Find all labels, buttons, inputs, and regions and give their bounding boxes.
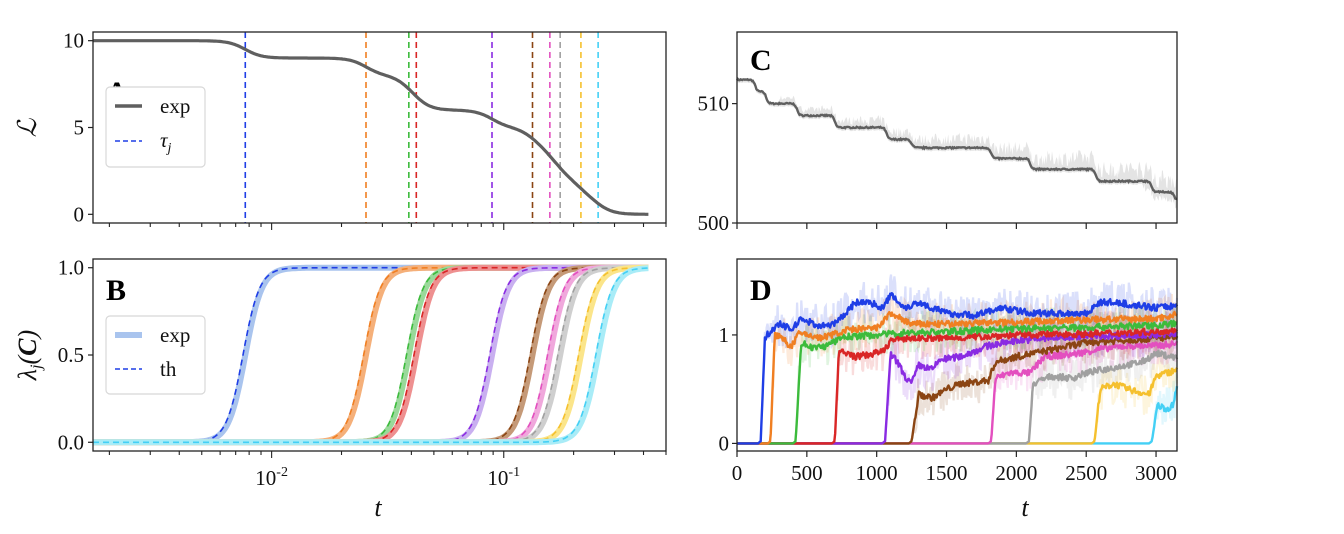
x-tick-label: 500	[791, 461, 823, 485]
axes-frame-c	[736, 31, 1178, 224]
panel-c: 500 510 C	[698, 31, 1178, 235]
legend-label-th: th	[160, 357, 177, 381]
lambda-curve	[736, 327, 1179, 445]
x-tick-label: 2500	[1065, 461, 1107, 485]
y-tick-label: 0.5	[58, 343, 84, 367]
loss-curve	[93, 39, 649, 216]
x-axis-label-d: t	[1021, 493, 1029, 522]
x-tick-label: 1000	[856, 461, 898, 485]
legend-label-exp-b: exp	[160, 323, 190, 347]
axis-ticks-d: 0 1 0 500 1000 1500 2000 2500 3000	[719, 323, 1178, 485]
y-tick-label: 10	[63, 29, 84, 53]
y-tick-label: 510	[698, 92, 730, 116]
lambda-series-d	[736, 292, 1179, 445]
loss-band-c	[737, 78, 1177, 209]
loss-curve-c	[735, 77, 1178, 201]
legend-b: exp th	[105, 315, 206, 395]
legend-label-exp: exp	[160, 94, 190, 118]
axis-ticks-c: 500 510	[698, 92, 1157, 235]
y-tick-label: 0	[74, 202, 85, 226]
tau-lines	[244, 32, 599, 223]
loss-series-c	[735, 77, 1178, 201]
panel-label-b: B	[106, 274, 126, 307]
panel-d: 0 1 0 500 1000 1500 2000 2500 3000 D t	[719, 258, 1179, 522]
x-tick-label: 1500	[926, 461, 968, 485]
x-tick-label: 2000	[995, 461, 1037, 485]
y-axis-label-b: λj(C)	[13, 330, 45, 381]
x-tick-label: 0	[732, 461, 743, 485]
y-tick-label: 500	[698, 211, 730, 235]
x-axis-label-b: t	[374, 493, 382, 522]
axis-ticks-b: 0.0 0.5 1.0 10-2 10-1	[58, 256, 667, 490]
axis-ticks-a: 0 5 10	[63, 29, 667, 230]
legend-a: exp τj	[105, 86, 206, 168]
lambda-curve	[736, 292, 1179, 445]
lambda-curve	[736, 319, 1178, 445]
lambda-series	[91, 264, 650, 446]
y-tick-label: 1.0	[58, 256, 84, 280]
panel-b: 0.0 0.5 1.0 10-2 10-1 B t λj(C) exp th	[13, 256, 667, 522]
x-tick-label: 10-1	[487, 465, 520, 490]
x-tick-label: 10-2	[255, 465, 288, 490]
panel-label-c: C	[750, 44, 772, 77]
y-axis-label-a: ℒ	[13, 117, 42, 137]
loss-series	[93, 39, 649, 216]
y-tick-label: 0.0	[58, 430, 84, 454]
y-tick-label: 0	[719, 431, 730, 455]
x-tick-label: 3000	[1135, 461, 1177, 485]
loss-band-area	[737, 78, 1177, 209]
legend-label-tau: τj	[160, 128, 172, 156]
panel-label-d: D	[750, 274, 772, 307]
lambda-curve	[736, 310, 1178, 445]
y-tick-label: 1	[719, 323, 730, 347]
y-tick-label: 5	[74, 116, 85, 140]
axes-frame-d	[736, 258, 1178, 452]
th-curve	[93, 267, 649, 444]
